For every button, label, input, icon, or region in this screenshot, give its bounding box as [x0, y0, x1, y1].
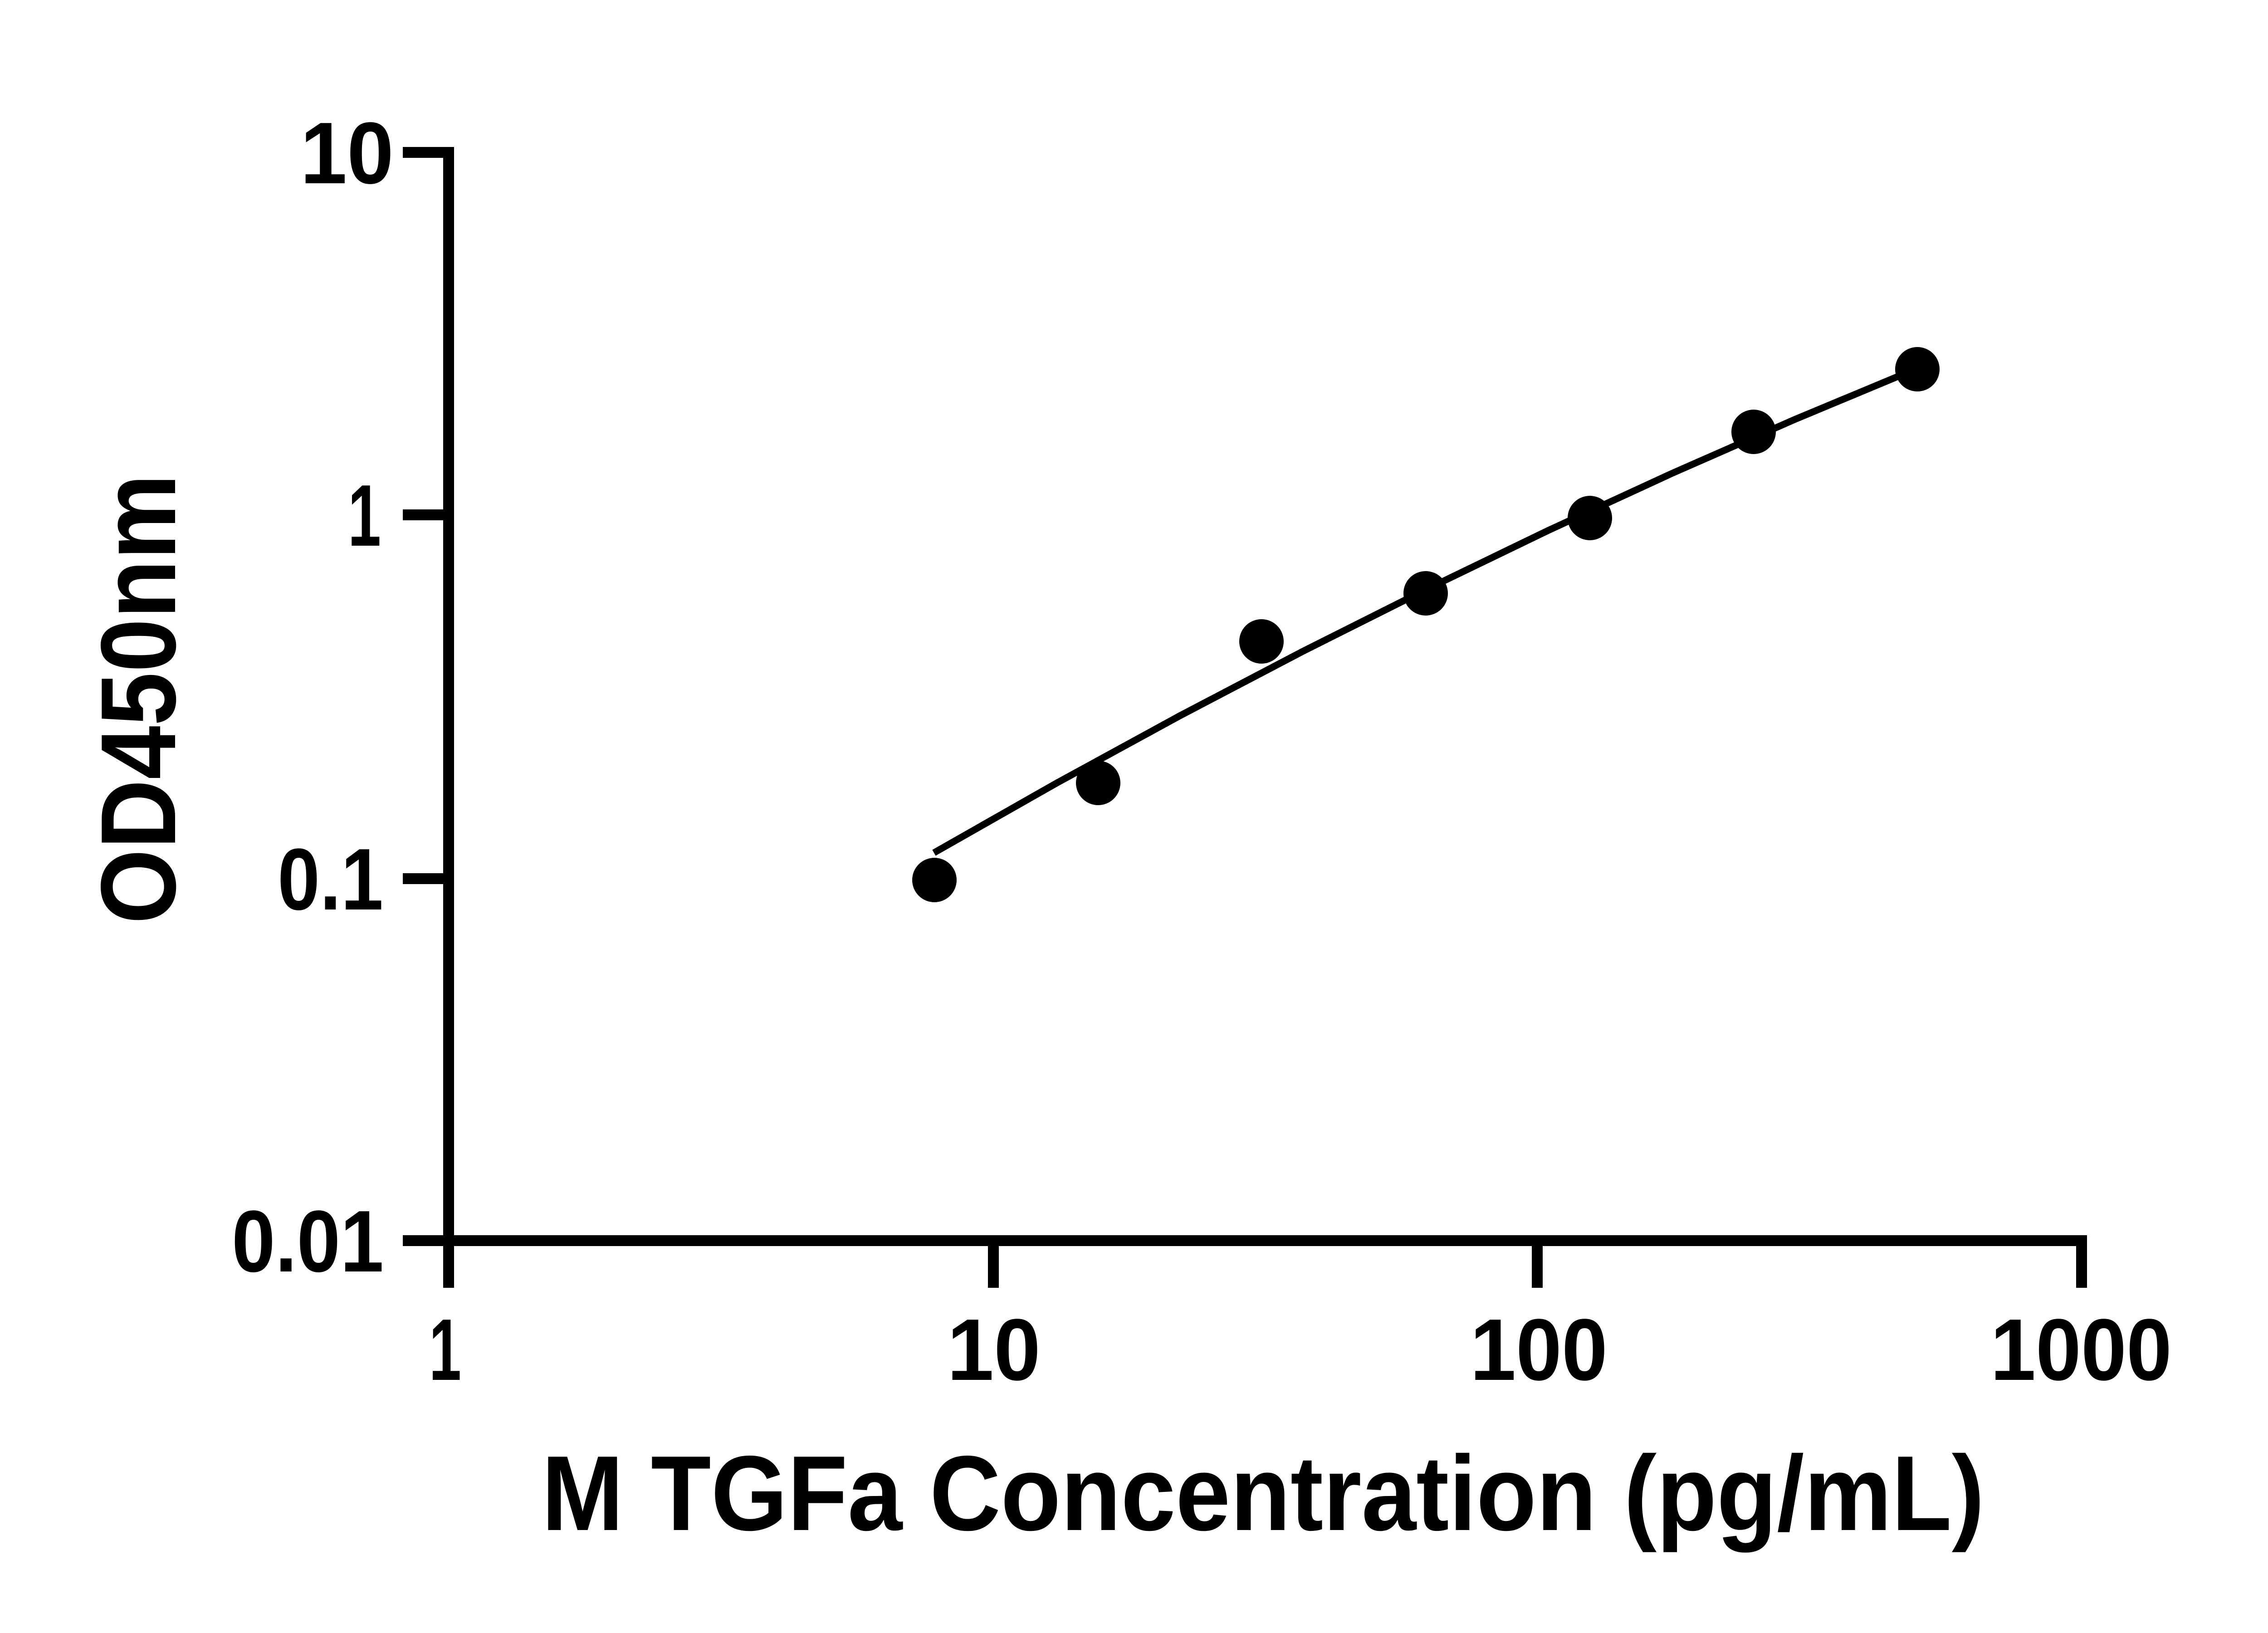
svg-text:100: 100	[1470, 1301, 1608, 1398]
svg-text:OD450nm: OD450nm	[78, 474, 198, 924]
svg-text:0.01: 0.01	[232, 1192, 384, 1290]
svg-text:1000: 1000	[1990, 1301, 2172, 1398]
svg-text:10: 10	[300, 104, 394, 202]
svg-text:0.1: 0.1	[278, 830, 383, 928]
svg-text:10: 10	[947, 1301, 1041, 1398]
svg-text:1: 1	[429, 1301, 461, 1398]
svg-text:M TGFa Concentration (pg/mL): M TGFa Concentration (pg/mL)	[542, 1433, 1984, 1553]
svg-text:1: 1	[348, 466, 381, 564]
